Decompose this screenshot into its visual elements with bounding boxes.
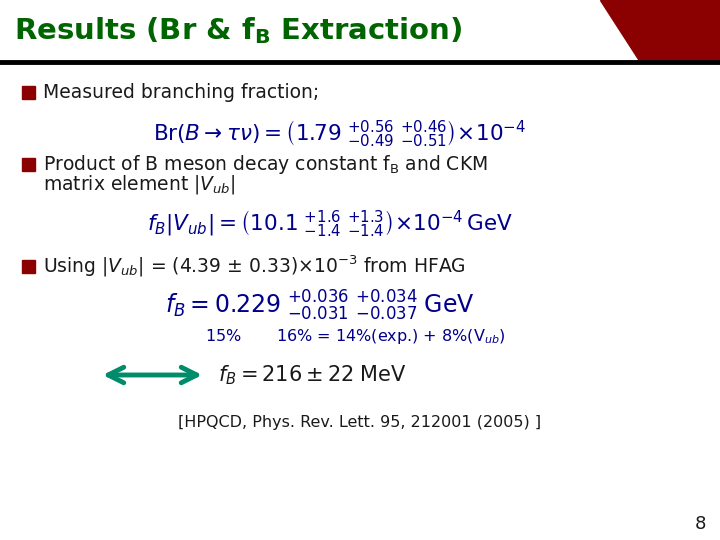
Text: matrix element $|V_{ub}|$: matrix element $|V_{ub}|$	[43, 172, 235, 195]
Text: $f_B = 0.229\;{}^{+0.036}_{-0.031}\;{}^{+0.034}_{-0.037}\;\mathrm{GeV}$: $f_B = 0.229\;{}^{+0.036}_{-0.031}\;{}^{…	[165, 289, 474, 323]
Polygon shape	[600, 0, 720, 62]
Text: 8: 8	[695, 515, 706, 533]
Bar	[22, 158, 35, 171]
Bar	[22, 260, 35, 273]
Text: Measured branching fraction;: Measured branching fraction;	[43, 83, 319, 102]
Text: Product of B meson decay constant f$_\mathrm{B}$ and CKM: Product of B meson decay constant f$_\ma…	[43, 152, 487, 176]
Text: Using $|V_{ub}|$ = (4.39 $\pm$ 0.33)$\times$10$^{-3}$ from HFAG: Using $|V_{ub}|$ = (4.39 $\pm$ 0.33)$\ti…	[43, 253, 466, 279]
Text: $f_B = 216 \pm 22\;\mathrm{MeV}$: $f_B = 216 \pm 22\;\mathrm{MeV}$	[218, 363, 406, 387]
Bar	[22, 85, 35, 98]
Text: Results (Br & f$_\mathbf{B}$ Extraction): Results (Br & f$_\mathbf{B}$ Extraction)	[14, 16, 462, 46]
Text: $f_B|V_{ub}| = \left(10.1\;{}^{+1.6}_{-1.4}\;{}^{+1.3}_{-1.4}\right)\!\times\!10: $f_B|V_{ub}| = \left(10.1\;{}^{+1.6}_{-1…	[147, 208, 513, 239]
Text: [HPQCD, Phys. Rev. Lett. 95, 212001 (2005) ]: [HPQCD, Phys. Rev. Lett. 95, 212001 (200…	[179, 415, 541, 429]
Text: $\mathrm{Br}(B \rightarrow \tau\nu) = \left(1.79\;{}^{+0.56}_{-0.49}\;{}^{+0.46}: $\mathrm{Br}(B \rightarrow \tau\nu) = \l…	[153, 119, 526, 150]
Text: 15%       16% = 14%(exp.) + 8%(V$_{ub}$): 15% 16% = 14%(exp.) + 8%(V$_{ub}$)	[204, 327, 505, 346]
Bar	[0, 0, 720, 62]
